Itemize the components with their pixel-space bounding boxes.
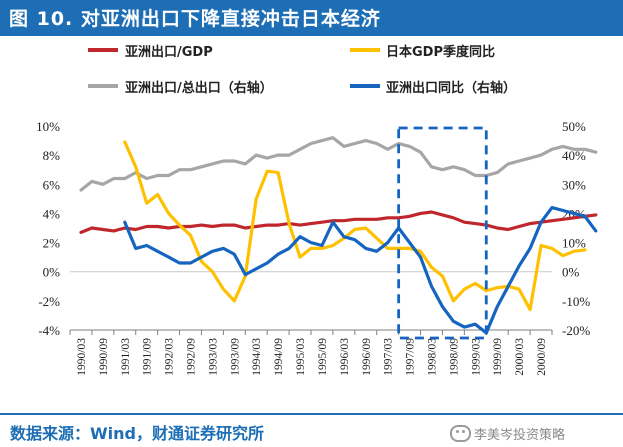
x-tick-label: 1991/09 — [142, 338, 154, 376]
series-line-asia-export-yoy — [123, 206, 598, 335]
x-tick-label: 1999/03 — [470, 338, 482, 376]
chart: 亚洲出口/GDP 日本GDP季度同比 亚洲出口/总出口（右轴） 亚洲出口同比（右… — [36, 44, 598, 376]
y-left-tick-label: 8% — [43, 148, 61, 163]
x-tick-label: 1994/03 — [251, 338, 263, 376]
y-left-tick-label: 0% — [43, 265, 61, 280]
footer: 数据来源：Wind，财通证券研究所 李美岑投资策略 — [0, 413, 623, 447]
wechat-icon — [450, 425, 471, 442]
x-tick-label: 1998/03 — [427, 338, 439, 376]
x-tick-label: 1993/03 — [207, 338, 219, 376]
title-bar: 图 10. 对亚洲出口下降直接冲击日本经济 — [0, 0, 623, 36]
footer-rule — [0, 413, 623, 415]
x-tick-label: 1992/03 — [164, 338, 176, 376]
x-tick-label: 1997/03 — [383, 338, 395, 376]
x-tick-label: 1992/09 — [186, 338, 198, 376]
x-tick-label: 1990/03 — [76, 338, 88, 376]
legend-label-asia-export-gdp: 亚洲出口/GDP — [125, 44, 213, 60]
y-left-tick-label: -2% — [38, 294, 60, 309]
legend-label-japan-gdp-yoy: 日本GDP季度同比 — [386, 44, 495, 60]
x-tick-label: 1996/09 — [361, 338, 373, 376]
y-right-tick-label: 30% — [562, 177, 586, 192]
y-right-tick-label: -10% — [562, 294, 590, 309]
y-right-tick-label: 40% — [562, 148, 586, 163]
legend-label-asia-export-yoy: 亚洲出口同比（右轴） — [386, 80, 516, 96]
x-tick-label: 1998/09 — [448, 338, 460, 376]
x-tick-label: 2000/09 — [536, 338, 548, 376]
series-line-asia-export-gdp — [79, 210, 598, 234]
series-lines — [79, 136, 598, 335]
x-tick-label: 1996/03 — [339, 338, 351, 376]
axes: -4%-2%0%2%4%6%8%10%-20%-10%0%10%20%30%40… — [36, 119, 590, 376]
watermark: 李美岑投资策略 — [450, 424, 565, 443]
x-tick-label: 1990/09 — [98, 338, 110, 376]
x-tick-label: 1997/09 — [405, 338, 417, 376]
x-tick-label: 1993/09 — [229, 338, 241, 376]
x-tick-label: 1994/09 — [273, 338, 285, 376]
x-tick-label: 1995/03 — [295, 338, 307, 376]
y-left-tick-label: 10% — [36, 119, 60, 134]
y-left-tick-label: 4% — [43, 206, 61, 221]
y-left-tick-label: -4% — [38, 323, 60, 338]
y-right-tick-label: -20% — [562, 323, 590, 338]
x-tick-label: 1995/09 — [317, 338, 329, 376]
y-right-tick-label: 0% — [562, 265, 580, 280]
x-tick-label: 2000/03 — [514, 338, 526, 376]
series-line-asia-share-total — [79, 136, 598, 192]
watermark-text: 李美岑投资策略 — [474, 428, 566, 443]
figure-title: 图 10. 对亚洲出口下降直接冲击日本经济 — [9, 8, 381, 30]
legend: 亚洲出口/GDP 日本GDP季度同比 亚洲出口/总出口（右轴） 亚洲出口同比（右… — [88, 44, 516, 96]
x-tick-label: 1999/09 — [492, 338, 504, 376]
y-left-tick-label: 2% — [43, 236, 61, 251]
legend-label-asia-share-total: 亚洲出口/总出口（右轴） — [125, 80, 273, 96]
y-right-tick-label: 50% — [562, 119, 586, 134]
y-right-tick-label: 10% — [562, 236, 586, 251]
y-left-tick-label: 6% — [43, 177, 61, 192]
x-tick-label: 1991/03 — [120, 338, 132, 376]
source-note: 数据来源：Wind，财通证券研究所 — [10, 424, 264, 443]
